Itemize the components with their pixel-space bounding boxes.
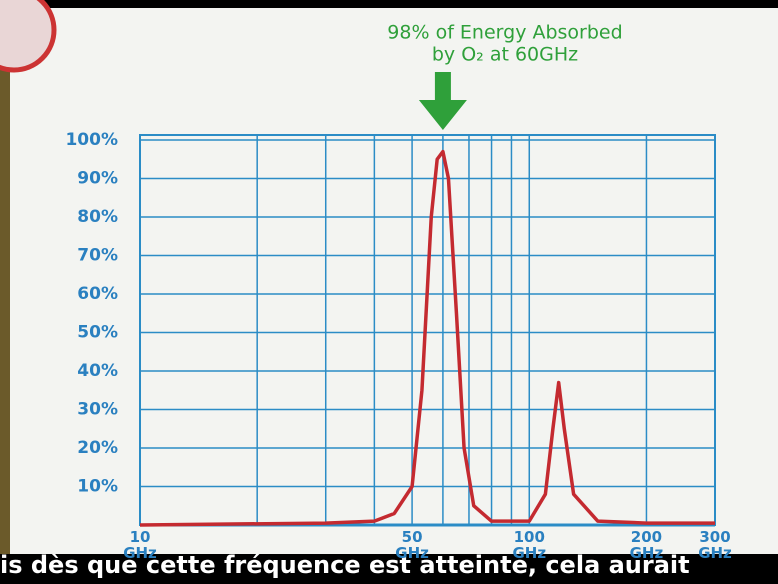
x-tick-label: 100 GHz: [512, 528, 547, 562]
y-tick-label: 60%: [77, 284, 118, 304]
top-bar: [0, 0, 778, 8]
left-edge: [0, 0, 10, 584]
x-tick-label: 300 GHz: [698, 528, 732, 562]
y-tick-label: 70%: [77, 246, 118, 266]
arrow: [418, 72, 467, 130]
subtitle: is dès que cette fréquence est atteinte,…: [0, 554, 778, 584]
y-tick-label: 80%: [77, 207, 118, 227]
x-tick-label: 50 GHz: [395, 528, 429, 562]
x-tick-label: 200 GHz: [629, 528, 664, 562]
y-tick-label: 30%: [77, 400, 118, 420]
y-tick-label: 20%: [77, 438, 118, 458]
y-tick-label: 40%: [77, 361, 118, 381]
data-line: [139, 149, 715, 527]
y-tick-label: 50%: [77, 323, 118, 343]
y-tick-label: 100%: [65, 130, 118, 150]
plot-area: [139, 134, 716, 526]
annotation: 98% of Energy Absorbed: [387, 22, 622, 44]
y-tick-label: 10%: [77, 477, 118, 497]
logo: [0, 0, 57, 73]
y-tick-label: 90%: [77, 169, 118, 189]
x-tick-label: 10 GHz: [123, 528, 157, 562]
annotation: by O₂ at 60GHz: [432, 44, 578, 66]
